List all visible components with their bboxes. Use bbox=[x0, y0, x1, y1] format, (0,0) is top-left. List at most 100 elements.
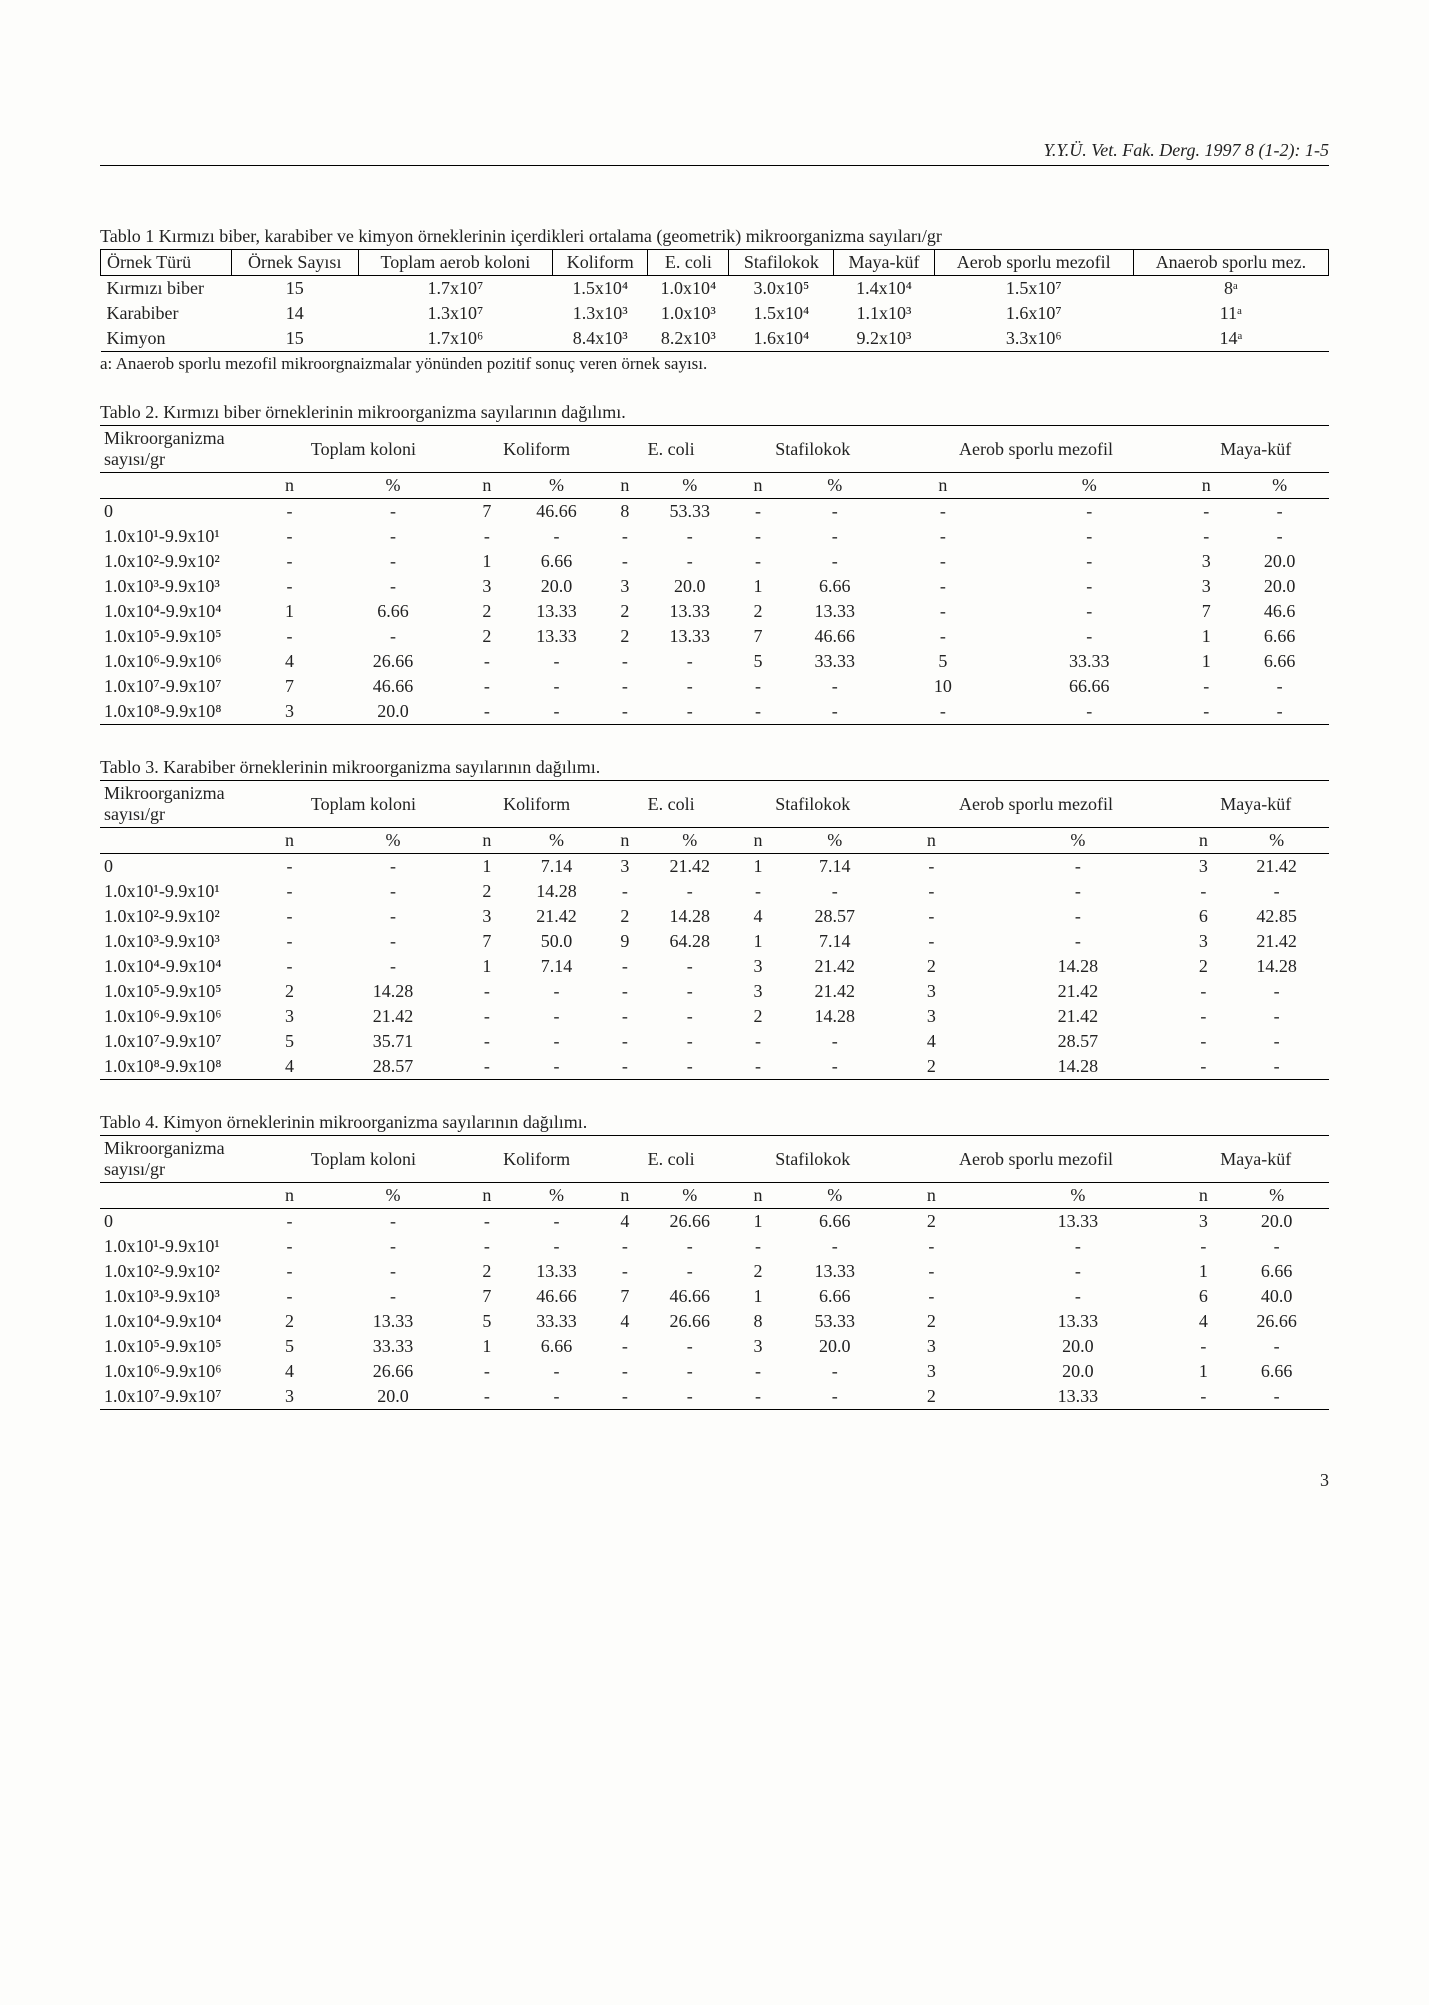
table1-caption: Tablo 1 Kırmızı biber, karabiber ve kimy… bbox=[100, 226, 1329, 247]
cell: 3 bbox=[606, 854, 643, 880]
cell: 7.14 bbox=[507, 954, 607, 979]
th: Stafilokok bbox=[736, 1136, 890, 1183]
table-row: 1.0x10⁵-9.9x10⁵533.3316.66--320.0320.0-- bbox=[100, 1334, 1329, 1359]
cell: 21.42 bbox=[973, 1004, 1182, 1029]
cell: - bbox=[780, 1234, 890, 1259]
table-row: 1.0x10⁴-9.9x10⁴--17.14--321.42214.28214.… bbox=[100, 954, 1329, 979]
cell: 46.6 bbox=[1230, 599, 1329, 624]
cell: - bbox=[643, 1029, 736, 1054]
cell: - bbox=[890, 549, 997, 574]
cell: - bbox=[890, 599, 997, 624]
cell: 42.85 bbox=[1224, 904, 1329, 929]
th: E. coli bbox=[606, 426, 736, 473]
cell: - bbox=[890, 624, 997, 649]
cell: 1.0x10³ bbox=[648, 301, 729, 326]
cell: 6.66 bbox=[319, 599, 467, 624]
th: % bbox=[973, 828, 1182, 854]
th: n bbox=[606, 473, 643, 499]
cell: - bbox=[890, 499, 997, 525]
cell: 33.33 bbox=[319, 1334, 467, 1359]
cell: 21.42 bbox=[643, 854, 736, 880]
cell: 1.4x10⁴ bbox=[834, 276, 934, 302]
cell: 2 bbox=[606, 624, 643, 649]
cell: 7 bbox=[1182, 599, 1230, 624]
cell: - bbox=[467, 674, 507, 699]
range-cell: 1.0x10¹-9.9x10¹ bbox=[100, 879, 260, 904]
cell: 2 bbox=[1182, 954, 1224, 979]
cell: 28.57 bbox=[319, 1054, 467, 1080]
table-row: 1.0x10³-9.9x10³--750.0964.2817.14--321.4… bbox=[100, 929, 1329, 954]
cell: 21.42 bbox=[1224, 854, 1329, 880]
cell: 13.33 bbox=[319, 1309, 467, 1334]
table-row: 1.0x10⁵-9.9x10⁵214.28----321.42321.42-- bbox=[100, 979, 1329, 1004]
cell: 2 bbox=[467, 1259, 507, 1284]
cell: 14.28 bbox=[780, 1004, 890, 1029]
table-row: 1.0x10⁶-9.9x10⁶426.66------320.016.66 bbox=[100, 1359, 1329, 1384]
cell: - bbox=[1182, 499, 1230, 525]
cell: 3 bbox=[890, 1004, 974, 1029]
th: Anaerob sporlu mez. bbox=[1133, 250, 1328, 276]
cell: 6.66 bbox=[780, 574, 890, 599]
table3-caption: Tablo 3. Karabiber örneklerinin mikroorg… bbox=[100, 757, 1329, 778]
cell: - bbox=[736, 499, 780, 525]
th: n bbox=[1182, 1183, 1224, 1209]
cell: - bbox=[467, 1384, 507, 1410]
cell: - bbox=[643, 549, 736, 574]
th: Örnek Sayısı bbox=[231, 250, 358, 276]
range-cell: 1.0x10⁵-9.9x10⁵ bbox=[100, 624, 260, 649]
cell: - bbox=[643, 879, 736, 904]
range-cell: 1.0x10⁴-9.9x10⁴ bbox=[100, 954, 260, 979]
range-cell: 1.0x10⁷-9.9x10⁷ bbox=[100, 1029, 260, 1054]
cell: - bbox=[1182, 674, 1230, 699]
table3: Mikroorganizma sayısı/grToplam koloniKol… bbox=[100, 780, 1329, 1080]
cell: 20.0 bbox=[1224, 1209, 1329, 1235]
subheader-row: n%n%n%n%n%n% bbox=[100, 828, 1329, 854]
th: Stafilokok bbox=[736, 781, 890, 828]
cell: - bbox=[507, 524, 607, 549]
cell: - bbox=[606, 954, 643, 979]
cell: 8.4x10³ bbox=[552, 326, 647, 352]
th: % bbox=[319, 1183, 467, 1209]
cell: - bbox=[890, 524, 997, 549]
cell: 14.28 bbox=[507, 879, 607, 904]
cell: - bbox=[643, 524, 736, 549]
range-cell: 1.0x10⁵-9.9x10⁵ bbox=[100, 979, 260, 1004]
cell: - bbox=[1224, 1054, 1329, 1080]
cell: - bbox=[1224, 979, 1329, 1004]
cell: 26.66 bbox=[643, 1209, 736, 1235]
cell: 2 bbox=[736, 1004, 780, 1029]
th: Koliform bbox=[467, 781, 606, 828]
cell: 14ᵃ bbox=[1133, 326, 1328, 352]
cell: 1 bbox=[1182, 649, 1230, 674]
cell: 3 bbox=[606, 574, 643, 599]
cell: - bbox=[319, 954, 467, 979]
cell: 11ᵃ bbox=[1133, 301, 1328, 326]
cell: - bbox=[467, 524, 507, 549]
cell: - bbox=[260, 549, 319, 574]
th: % bbox=[643, 1183, 736, 1209]
cell: - bbox=[319, 1284, 467, 1309]
cell: - bbox=[890, 574, 997, 599]
cell: - bbox=[606, 699, 643, 725]
th: E. coli bbox=[648, 250, 729, 276]
cell: 20.0 bbox=[973, 1334, 1182, 1359]
cell: 13.33 bbox=[973, 1209, 1182, 1235]
cell: 1 bbox=[736, 1284, 780, 1309]
table-row: Kırmızı biber151.7x10⁷1.5x10⁴1.0x10⁴3.0x… bbox=[101, 276, 1329, 302]
cell: 26.66 bbox=[1224, 1309, 1329, 1334]
cell: - bbox=[643, 1359, 736, 1384]
range-cell: 1.0x10¹-9.9x10¹ bbox=[100, 1234, 260, 1259]
cell: 15 bbox=[231, 326, 358, 352]
cell: - bbox=[973, 904, 1182, 929]
table1-footnote: a: Anaerob sporlu mezofil mikroorgnaizma… bbox=[100, 354, 1329, 374]
cell: - bbox=[736, 1029, 780, 1054]
cell: 1.1x10³ bbox=[834, 301, 934, 326]
cell: - bbox=[507, 1209, 607, 1235]
cell: - bbox=[319, 879, 467, 904]
range-cell: 1.0x10⁶-9.9x10⁶ bbox=[100, 1004, 260, 1029]
cell: - bbox=[643, 1259, 736, 1284]
th: Maya-küf bbox=[1182, 1136, 1329, 1183]
cell: 5 bbox=[890, 649, 997, 674]
th: Maya-küf bbox=[1182, 426, 1329, 473]
cell: 21.42 bbox=[319, 1004, 467, 1029]
